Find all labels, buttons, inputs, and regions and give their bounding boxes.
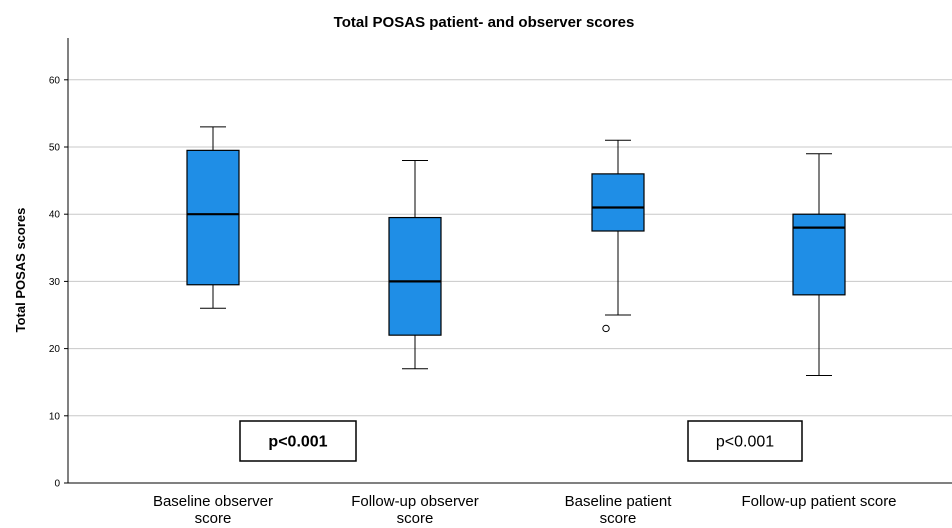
box-2 — [388, 159, 442, 370]
category-label-line: Follow-up observer — [351, 493, 479, 510]
box-3 — [591, 139, 645, 333]
y-ticks: 0 10 20 30 40 50 60 — [49, 75, 68, 490]
category-label-3: Baseline patient score — [565, 493, 673, 527]
box-1 — [186, 126, 240, 309]
annotation-box — [239, 420, 357, 462]
category-label-line: Follow-up patient score — [741, 493, 896, 510]
iqr-box — [388, 216, 442, 336]
category-label-line: score — [195, 510, 232, 527]
y-tick-label: 50 — [49, 143, 61, 154]
annotations: p<0.001 p<0.001 — [239, 420, 803, 462]
y-tick-label: 20 — [49, 344, 61, 355]
iqr-box — [591, 173, 645, 232]
category-label-4: Follow-up patient score — [741, 493, 896, 510]
iqr-box — [186, 149, 240, 286]
annotation-box — [687, 420, 803, 462]
y-axis-label: Total POSAS scores — [13, 208, 28, 333]
category-label-2: Follow-up observer score — [351, 493, 479, 527]
p-value-annotation-2: p<0.001 — [687, 420, 803, 462]
category-label-line: Baseline patient — [565, 493, 673, 510]
category-label-line: score — [600, 510, 637, 527]
p-value-annotation-1: p<0.001 — [239, 420, 357, 462]
outlier-point — [602, 324, 610, 333]
p-value-text: p<0.001 — [716, 434, 774, 451]
category-label-line: Baseline observer — [153, 493, 273, 510]
box-series — [186, 126, 846, 376]
chart-title: Total POSAS patient- and observer scores — [334, 14, 635, 31]
y-tick-label: 10 — [49, 411, 61, 422]
box-4 — [792, 153, 846, 376]
category-label-line: score — [397, 510, 434, 527]
category-label-1: Baseline observer score — [153, 493, 273, 527]
y-tick-label: 0 — [54, 479, 60, 490]
p-value-text: p<0.001 — [268, 434, 327, 451]
y-tick-label: 60 — [49, 75, 61, 86]
y-tick-label: 40 — [49, 210, 61, 221]
y-tick-label: 30 — [49, 277, 61, 288]
iqr-box — [792, 213, 846, 296]
